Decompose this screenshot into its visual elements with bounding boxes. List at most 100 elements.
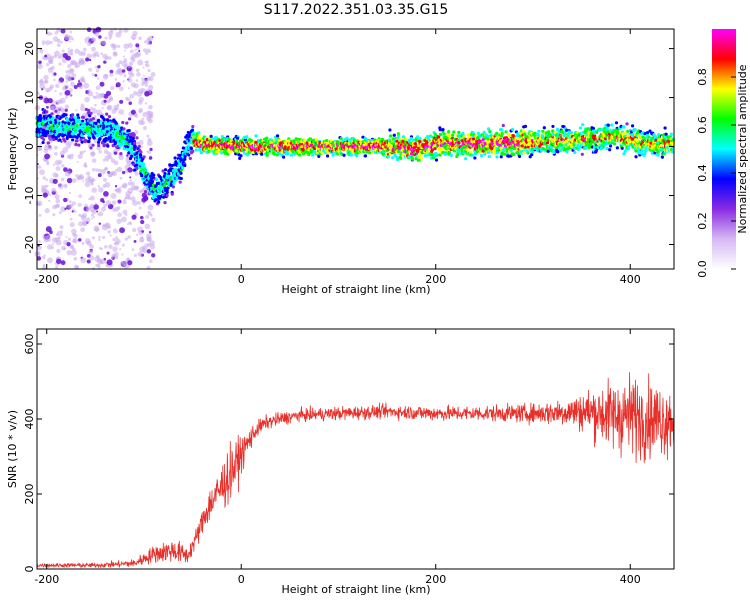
noise-point (127, 235, 131, 239)
noise-point (66, 242, 71, 247)
noise-point (145, 197, 149, 200)
noise-point (132, 90, 138, 96)
spectrum-point (488, 130, 492, 134)
noise-point (68, 191, 71, 195)
noise-point (77, 153, 83, 160)
noise-point (124, 49, 127, 52)
noise-point (108, 155, 113, 160)
noise-point (44, 208, 50, 214)
noise-point (36, 244, 42, 251)
spectrum-point (122, 127, 126, 131)
spectrum-point (131, 136, 135, 141)
spectrum-point (473, 156, 477, 160)
noise-point (91, 158, 97, 163)
noise-point (106, 259, 113, 266)
noise-point (125, 169, 129, 173)
spectrum-point (181, 146, 185, 150)
noise-point (146, 134, 150, 138)
spectrum-point (434, 152, 439, 156)
noise-point (128, 61, 134, 66)
noise-point (109, 69, 114, 74)
spectrum-point (54, 109, 58, 113)
noise-point (126, 257, 130, 261)
noise-point (137, 251, 143, 257)
noise-point (44, 79, 49, 84)
noise-point (121, 261, 124, 264)
noise-point (47, 257, 53, 264)
noise-point (52, 204, 57, 210)
noise-point (95, 65, 98, 69)
noise-point (54, 194, 60, 200)
noise-point (66, 249, 72, 256)
noise-point (91, 73, 95, 76)
noise-point (38, 60, 42, 65)
spectrum-point (155, 177, 159, 182)
noise-point (38, 63, 42, 66)
spectrum-point (381, 152, 385, 156)
spectrum-point (63, 139, 67, 143)
noise-point (142, 125, 148, 131)
spectrum-point (580, 152, 584, 156)
spectrum-point (171, 185, 175, 189)
spectrum-point (401, 135, 406, 139)
noise-point (145, 52, 149, 56)
spectrum-point (97, 143, 101, 148)
spectrum-point (74, 120, 79, 124)
noise-point (85, 165, 88, 168)
noise-point (119, 227, 126, 234)
noise-point (86, 259, 91, 264)
noise-point (38, 213, 42, 217)
spectrum-point (552, 150, 556, 155)
spectrum-point (438, 153, 442, 157)
noise-point (78, 173, 84, 180)
noise-point (69, 68, 75, 73)
noise-point (109, 174, 113, 177)
noise-point (70, 249, 77, 256)
noise-point (112, 246, 118, 252)
noise-point (97, 173, 102, 178)
spectrum-point (162, 195, 166, 199)
noise-point (150, 72, 156, 77)
spectrum-point (537, 133, 541, 138)
spectrum-point (603, 126, 607, 131)
noise-point (67, 204, 73, 209)
noise-point (111, 108, 117, 114)
noise-point (86, 41, 92, 47)
spectrum-point (518, 137, 522, 141)
spectrogram-marks (34, 26, 675, 271)
noise-point (85, 57, 90, 62)
noise-point (129, 222, 133, 226)
noise-point (65, 70, 69, 74)
spectrum-point (556, 150, 560, 154)
spectrum-point (181, 166, 185, 170)
noise-point (103, 191, 109, 197)
noise-point (80, 103, 85, 108)
noise-point (81, 241, 85, 245)
spectrum-point (167, 174, 171, 178)
noise-point (116, 103, 120, 107)
noise-point (42, 43, 45, 46)
spectrum-point (418, 139, 422, 144)
noise-point (144, 60, 148, 64)
noise-point (95, 69, 100, 73)
noise-point (111, 200, 117, 205)
spectrum-point (58, 138, 62, 142)
noise-point (94, 73, 98, 77)
noise-point (130, 34, 137, 40)
noise-point (118, 189, 121, 192)
noise-point (127, 87, 131, 90)
spectrum-point (87, 108, 91, 112)
spectrum-point (395, 139, 399, 144)
spectrum-point (163, 201, 167, 205)
noise-point (51, 243, 54, 246)
spectrum-point (551, 129, 555, 133)
noise-point (43, 74, 49, 81)
noise-point (147, 69, 151, 73)
spectrum-point (547, 130, 551, 134)
spectrum-point (303, 138, 307, 142)
noise-point (104, 56, 109, 61)
spectrum-point (174, 167, 178, 171)
noise-point (100, 41, 103, 44)
spectrum-point (497, 148, 501, 152)
noise-point (80, 150, 84, 155)
